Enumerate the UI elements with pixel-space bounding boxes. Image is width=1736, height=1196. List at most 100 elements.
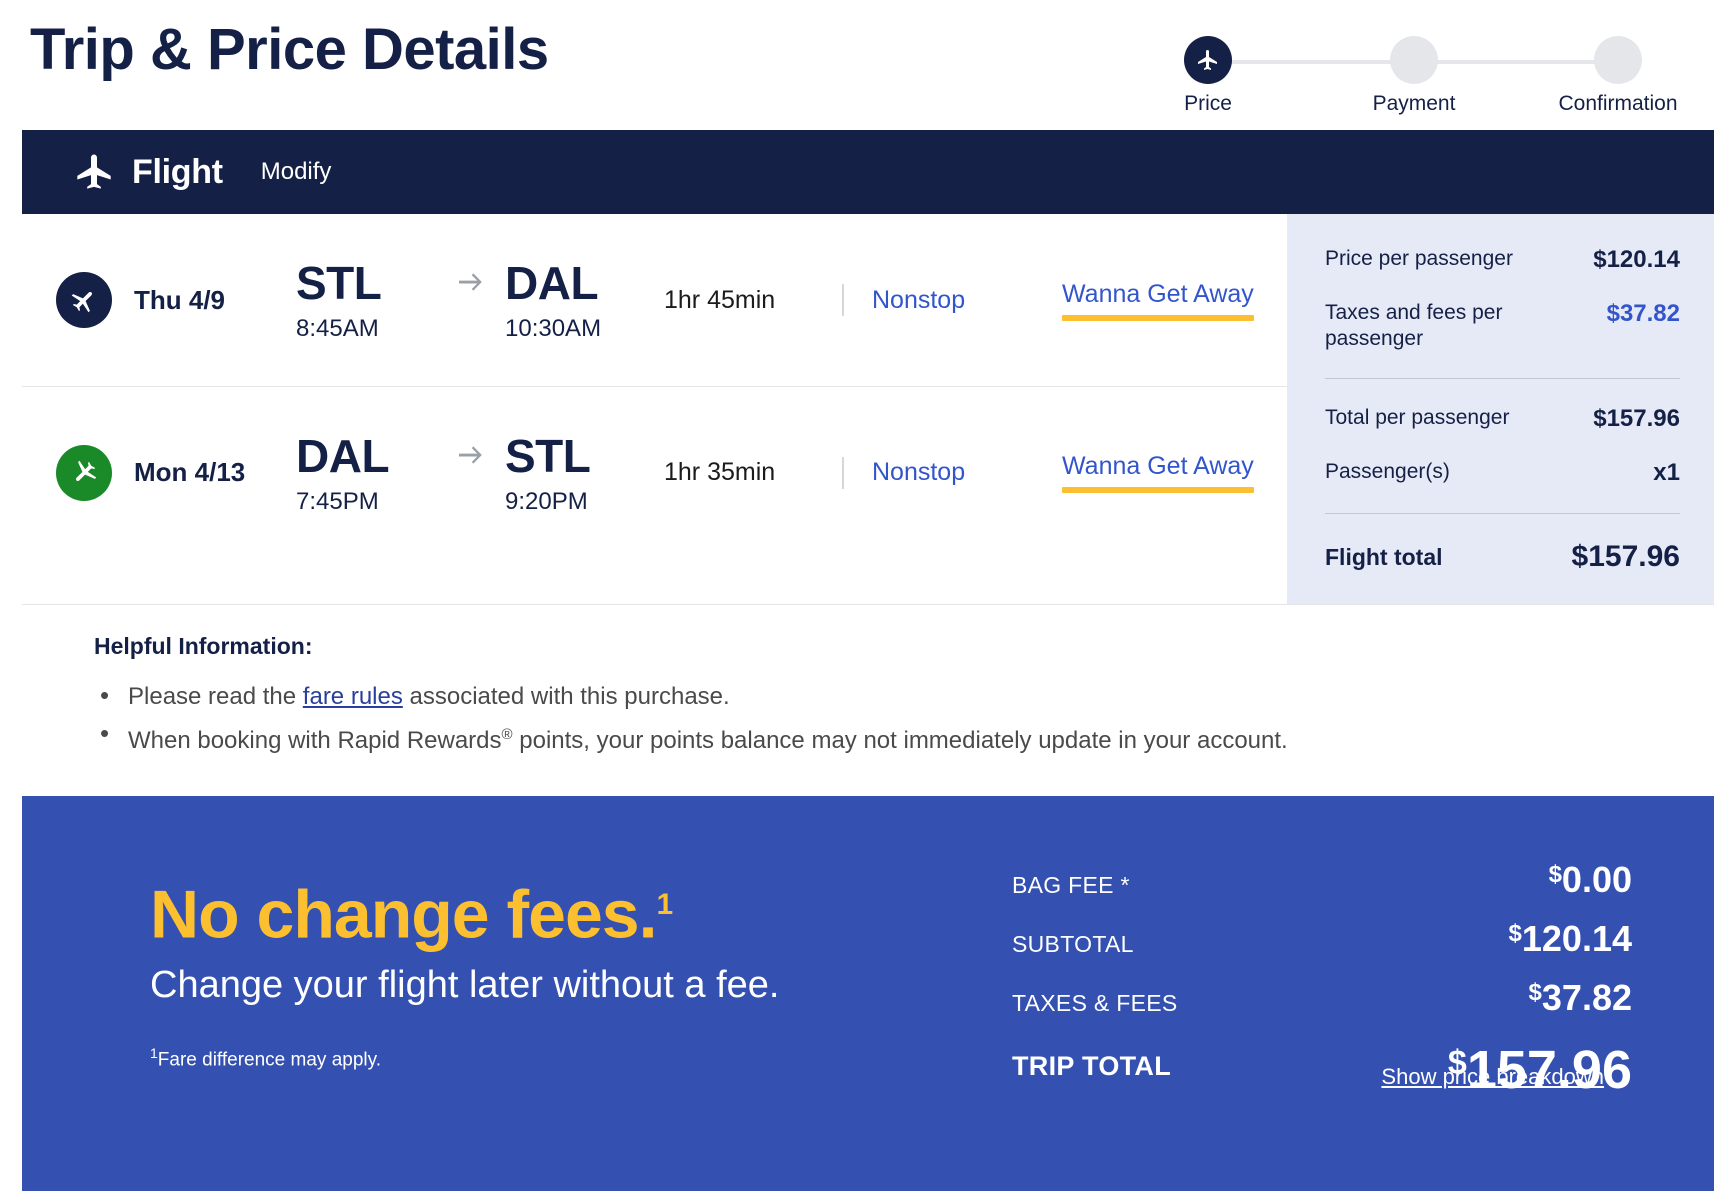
helpful-information-title: Helpful Information: <box>94 633 313 659</box>
return-stops[interactable]: Nonstop <box>872 458 966 486</box>
summary-label: TAXES & FEES <box>1012 990 1178 1016</box>
flight-plane-icon <box>74 152 114 192</box>
outbound-arrive-time: 10:30AM <box>505 315 602 342</box>
return-destination-code: STL <box>505 429 591 482</box>
flight-total-label: Flight total <box>1325 543 1443 570</box>
return-duration: 1hr 35min <box>664 458 776 486</box>
stepper-step-price[interactable]: Price <box>1128 36 1288 116</box>
outbound-fare-label: Wanna Get Away <box>1062 279 1254 308</box>
arrow-right-icon <box>451 257 491 295</box>
return-origin-code: DAL <box>296 429 390 482</box>
summary-row-trip-total: TRIP TOTAL $157.96 <box>1012 1035 1632 1098</box>
outbound-stops[interactable]: Nonstop <box>872 285 966 314</box>
arrow-right-icon <box>451 430 491 468</box>
list-item: When booking with Rapid Rewards® points,… <box>94 716 1714 758</box>
currency-symbol: $ <box>1548 861 1562 888</box>
flight-leg-return: Mon 4/13 DAL 7:45PM STL 9:20PM <box>22 386 1287 558</box>
summary-row-bag-fee: BAG FEE * $0.00 <box>1012 856 1632 899</box>
price-row-per-passenger: Price per passenger $120.14 <box>1325 246 1680 274</box>
price-row-flight-total: Flight total $157.96 <box>1325 540 1680 574</box>
return-depart-time: 7:45PM <box>296 487 379 515</box>
outbound-origin: STL 8:45AM <box>296 257 451 343</box>
summary-value: $120.14 <box>1509 915 1632 958</box>
price-row-taxes: Taxes and fees per passenger $37.82 <box>1325 300 1680 352</box>
outbound-date: Thu 4/9 <box>134 284 226 315</box>
divider <box>1325 513 1680 514</box>
summary-label: BAG FEE * <box>1012 872 1130 898</box>
stepper-label-payment: Payment <box>1372 92 1456 115</box>
show-price-breakdown-link[interactable]: Show price breakdown <box>1381 1064 1604 1089</box>
fare-rules-link[interactable]: fare rules <box>302 683 403 710</box>
outbound-plane-icon <box>56 272 112 328</box>
stepper-dot-payment <box>1390 36 1438 84</box>
helpful-information-list: Please read the fare rules associated wi… <box>94 678 1714 758</box>
flight-total-value: $157.96 <box>1571 540 1680 573</box>
price-row-passengers: Passenger(s) x1 <box>1325 459 1680 487</box>
page-title: Trip & Price Details <box>30 17 549 82</box>
return-fare-label: Wanna Get Away <box>1062 452 1254 480</box>
bullet-2-text-after: points, your points balance may not imme… <box>512 727 1288 754</box>
amount: 37.82 <box>1541 977 1632 1018</box>
price-value: $37.82 <box>1606 300 1680 327</box>
stepper-dot-confirmation <box>1594 36 1642 84</box>
banner-headline-footnote-marker: 1 <box>656 888 674 921</box>
modify-link[interactable]: Modify <box>260 158 332 185</box>
amount: 157.96 <box>1466 1040 1632 1100</box>
summary-row-taxes-fees: TAXES & FEES $37.82 <box>1012 974 1632 1017</box>
banner-subtitle: Change your flight later without a fee. <box>150 963 780 1006</box>
banner-footnote: 1Fare difference may apply. <box>150 1045 780 1071</box>
flight-header-title: Flight <box>132 152 223 191</box>
list-item: Please read the fare rules associated wi… <box>94 678 1714 714</box>
stepper-label-confirmation: Confirmation <box>1558 92 1678 115</box>
stepper-label-price: Price <box>1184 92 1232 115</box>
flight-card: Flight Modify Thu 4/9 STL 8:45AM <box>22 130 1714 1191</box>
return-destination: STL 9:20PM <box>491 430 646 516</box>
divider <box>842 284 844 316</box>
footnote-text: Fare difference may apply. <box>157 1048 381 1070</box>
price-row-total-per-passenger: Total per passenger $157.96 <box>1325 405 1680 433</box>
summary-label: SUBTOTAL <box>1012 931 1134 957</box>
price-label: Taxes and fees per passenger <box>1325 301 1503 350</box>
return-origin: DAL 7:45PM <box>296 430 451 516</box>
stepper-dot-price <box>1184 36 1232 84</box>
divider <box>1325 378 1680 379</box>
return-date: Mon 4/13 <box>134 457 246 487</box>
no-change-fees-banner: No change fees.1 Change your flight late… <box>22 796 1714 1191</box>
price-label: Price per passenger <box>1325 247 1513 270</box>
return-arrive-time: 9:20PM <box>505 487 588 515</box>
return-route: DAL 7:45PM STL 9:20PM <box>296 430 646 516</box>
bullet-2-text-before: When booking with Rapid Rewards <box>128 727 502 754</box>
banner-headline: No change fees.1 <box>150 868 780 952</box>
summary-value: $37.82 <box>1529 974 1632 1017</box>
stepper-step-payment[interactable]: Payment <box>1334 36 1494 116</box>
helpful-information: Helpful Information: Please read the far… <box>22 604 1714 796</box>
stepper-step-confirmation[interactable]: Confirmation <box>1538 36 1698 116</box>
return-plane-icon <box>56 444 112 501</box>
price-value: $120.14 <box>1593 246 1680 273</box>
flight-header-bar: Flight Modify <box>22 130 1714 214</box>
outbound-route: STL 8:45AM DAL 10:30AM <box>296 257 646 343</box>
page-header: Trip & Price Details Price Payment Confi… <box>0 0 1736 138</box>
outbound-duration: 1hr 45min <box>664 285 776 314</box>
trip-total-label: TRIP TOTAL <box>1012 1051 1172 1081</box>
checkout-stepper: Price Payment Confirmation <box>1138 18 1698 115</box>
bullet-1-text-after: associated with this purchase. <box>402 683 730 710</box>
outbound-destination-code: DAL <box>505 257 599 309</box>
banner-message: No change fees.1 Change your flight late… <box>150 868 780 1071</box>
currency-symbol: $ <box>1508 920 1522 947</box>
outbound-depart-time: 8:45AM <box>296 315 379 342</box>
trip-total-value: $157.96 <box>1448 1035 1632 1098</box>
price-value: $157.96 <box>1593 405 1680 432</box>
trip-price-summary: BAG FEE * $0.00 SUBTOTAL $120.14 TAXES &… <box>1012 856 1632 1114</box>
amount: 120.14 <box>1521 918 1632 959</box>
return-fare[interactable]: Wanna Get Away <box>1062 452 1254 493</box>
currency-symbol: $ <box>1447 1044 1467 1082</box>
flight-leg-outbound: Thu 4/9 STL 8:45AM DAL 10:30AM <box>22 214 1287 386</box>
outbound-fare[interactable]: Wanna Get Away <box>1062 280 1254 321</box>
currency-symbol: $ <box>1528 979 1542 1006</box>
price-label: Total per passenger <box>1325 406 1510 429</box>
flight-card-body: Thu 4/9 STL 8:45AM DAL 10:30AM <box>22 214 1714 604</box>
summary-value: $0.00 <box>1549 856 1632 899</box>
registered-mark: ® <box>501 726 513 743</box>
